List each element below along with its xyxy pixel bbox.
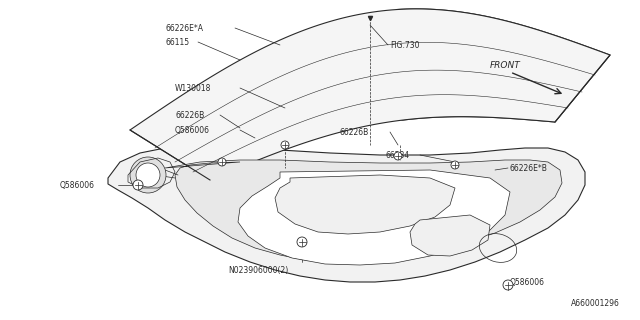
Circle shape [281,141,289,149]
Text: A660001296: A660001296 [571,299,620,308]
Text: N023906000(2): N023906000(2) [228,266,288,275]
Circle shape [136,163,160,187]
Text: 66115: 66115 [165,37,189,46]
Polygon shape [410,215,490,256]
Polygon shape [238,170,510,265]
Text: 66226B: 66226B [175,110,204,119]
Circle shape [451,161,459,169]
Polygon shape [397,9,610,122]
Text: FIG.730: FIG.730 [390,41,419,50]
Text: 66226B: 66226B [340,127,369,137]
Polygon shape [108,146,585,282]
Text: Q586006: Q586006 [175,125,210,134]
Text: W130018: W130018 [175,84,211,92]
Circle shape [133,180,143,190]
Circle shape [130,157,166,193]
Circle shape [503,280,513,290]
Polygon shape [165,160,562,262]
Text: Q586006: Q586006 [510,277,545,286]
Circle shape [297,237,307,247]
Text: 66226E*B: 66226E*B [510,164,548,172]
Circle shape [394,152,402,160]
Text: FRONT: FRONT [490,60,521,69]
Text: 66226E*A: 66226E*A [165,23,203,33]
Circle shape [218,158,226,166]
Polygon shape [275,175,455,234]
Text: 66284: 66284 [385,150,409,159]
Polygon shape [130,9,610,180]
Text: Q586006: Q586006 [60,180,95,189]
